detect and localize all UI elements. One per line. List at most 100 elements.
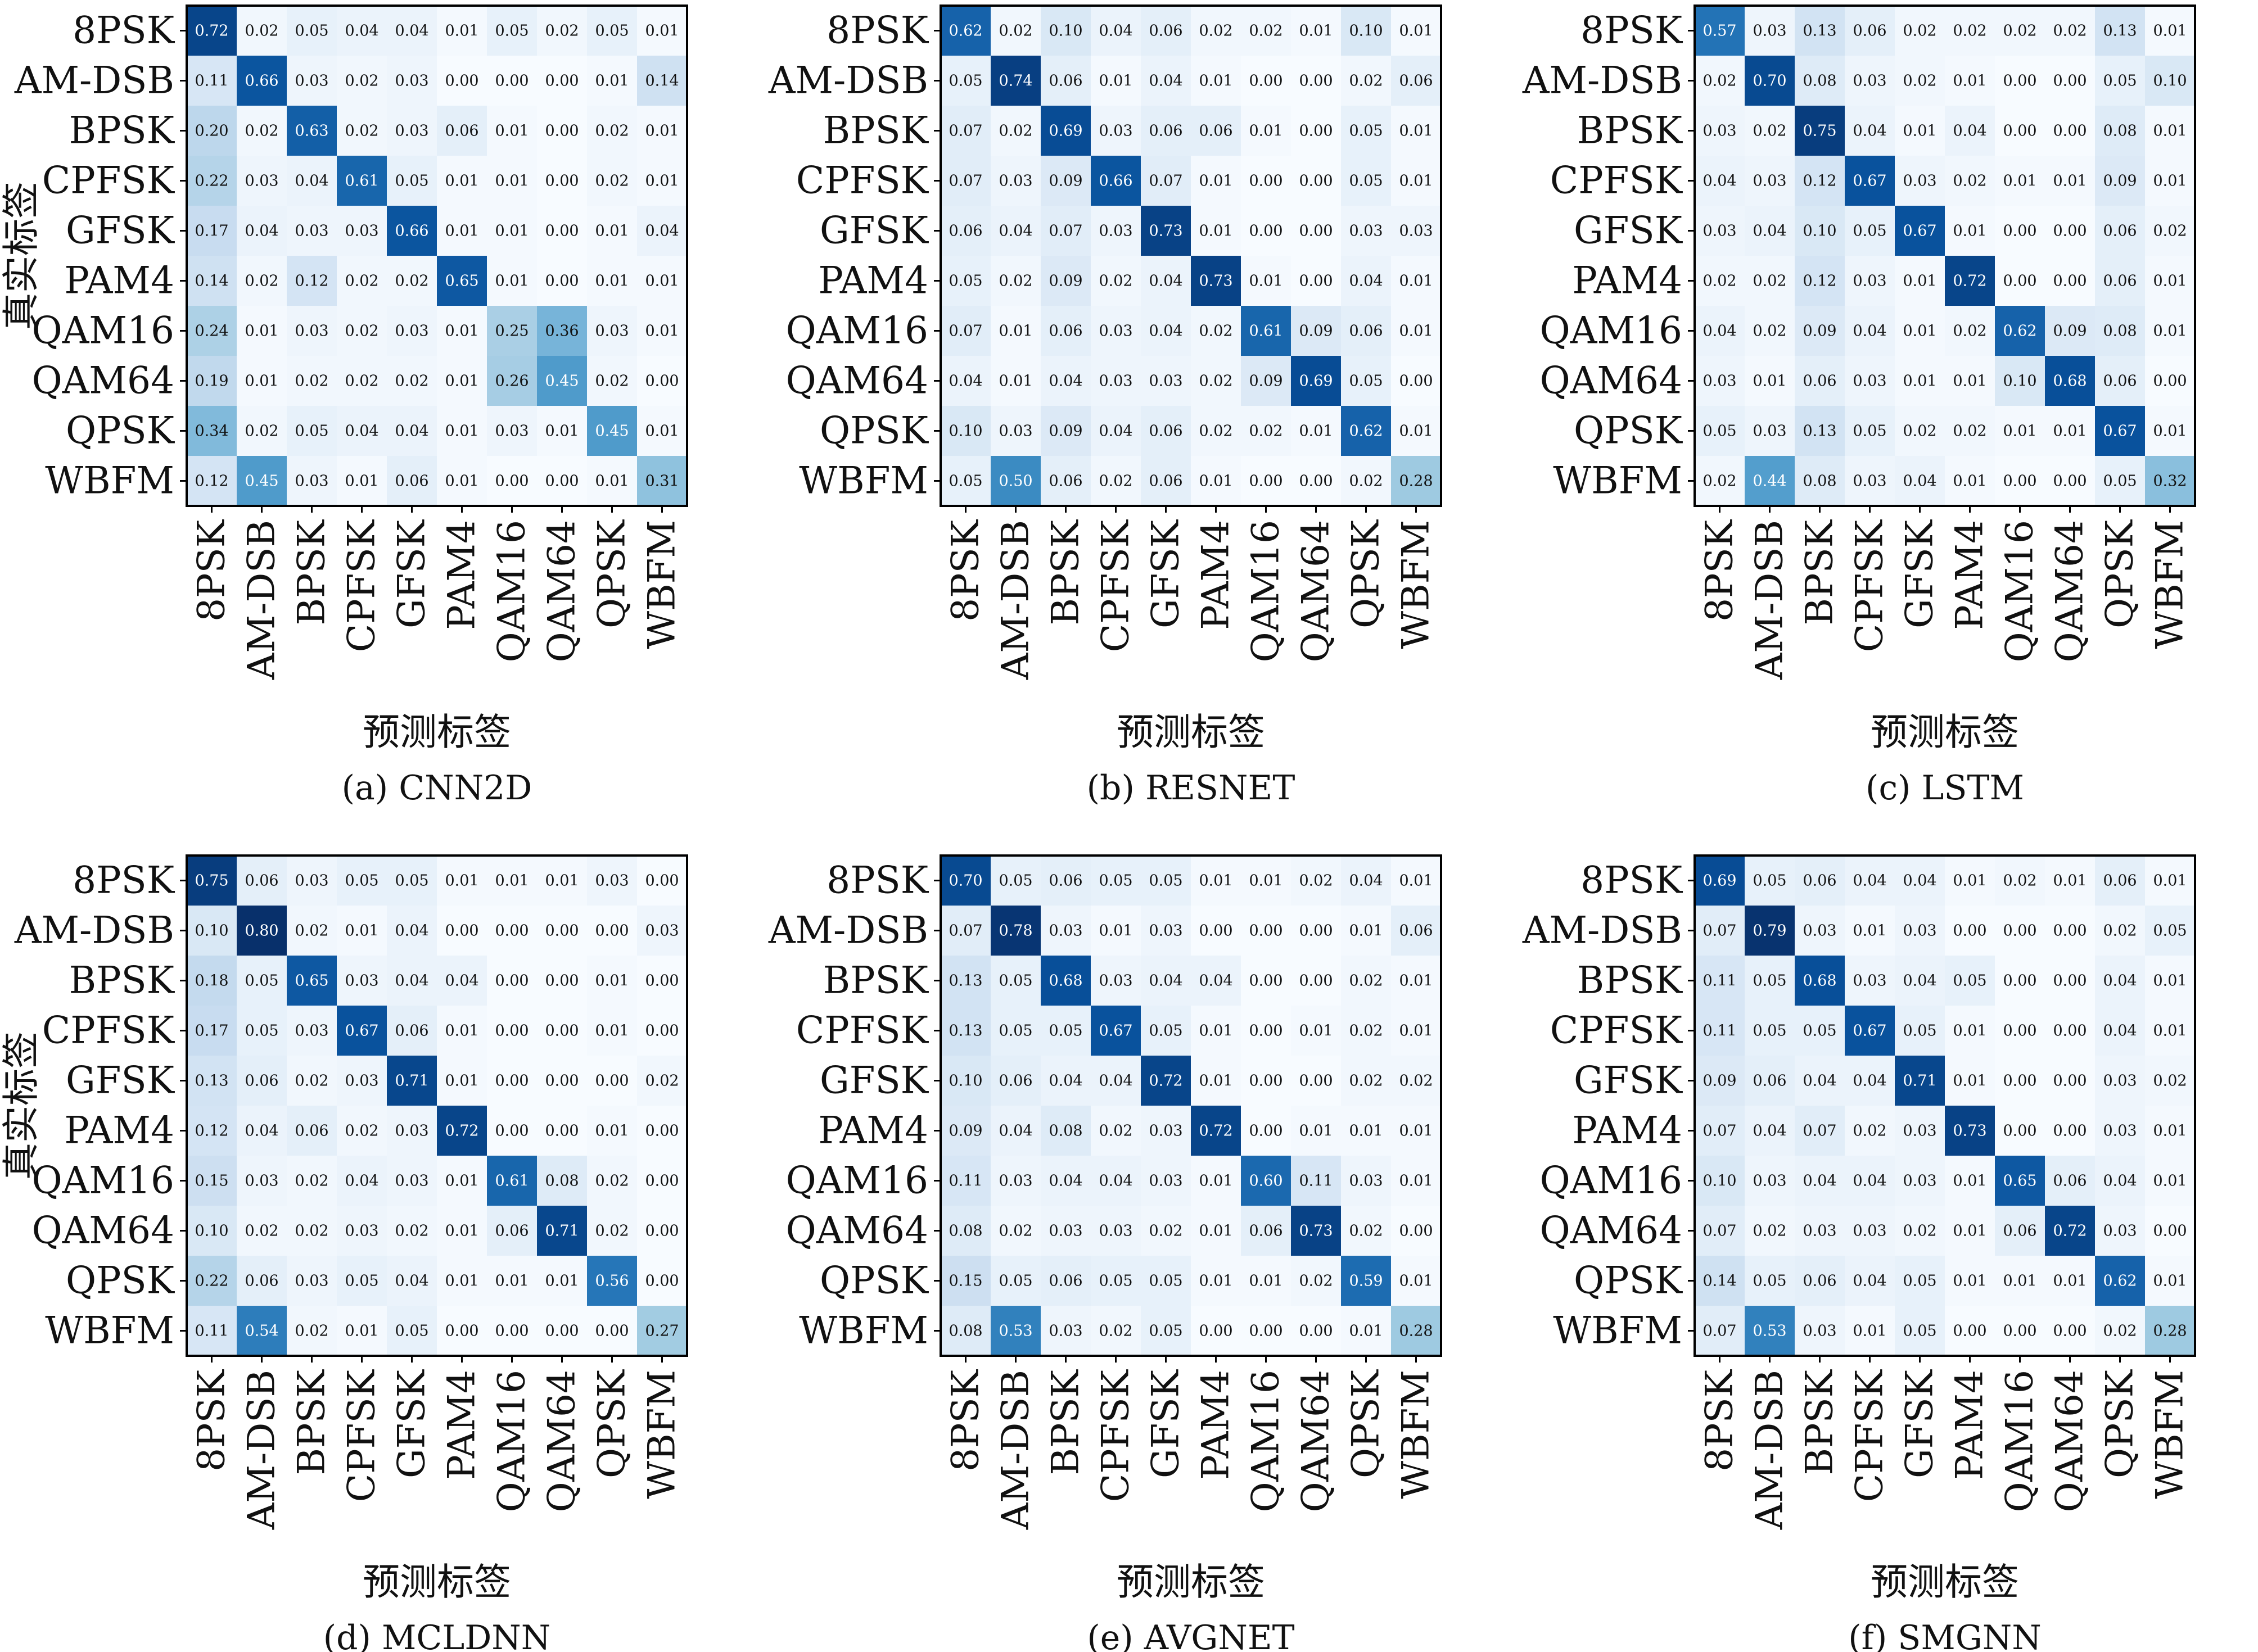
heatmap-cell <box>1241 306 1291 356</box>
y-tick-label: QPSK <box>820 409 929 452</box>
heatmap-cell <box>187 356 237 406</box>
cell-value-label: 0.01 <box>1953 373 1986 390</box>
cell-value-label: 0.00 <box>1399 1223 1433 1240</box>
heatmap-cell <box>1341 1056 1391 1106</box>
heatmap-cell <box>1291 206 1341 256</box>
cell-value-label: 0.70 <box>949 872 982 890</box>
cell-value-label: 0.01 <box>2053 872 2087 890</box>
cell-value-label: 0.02 <box>1903 1223 1936 1240</box>
heatmap-cell <box>1091 306 1141 356</box>
cell-value-label: 0.12 <box>195 1123 228 1140</box>
heatmap-cell <box>337 206 387 256</box>
heatmap-cell <box>637 156 687 206</box>
heatmap-cell <box>637 206 687 256</box>
heatmap-cell <box>1945 106 1995 156</box>
heatmap-cell <box>1795 306 1845 356</box>
heatmap-cell <box>187 856 237 906</box>
heatmap-cell <box>187 106 237 156</box>
cell-value-label: 0.04 <box>295 173 328 190</box>
heatmap-cell <box>1091 256 1141 306</box>
heatmap-cell <box>387 56 437 106</box>
heatmap-cell <box>1695 256 1745 306</box>
cell-value-label: 0.12 <box>295 273 328 290</box>
heatmap-cell <box>437 156 487 206</box>
matrix-frame <box>186 4 688 507</box>
heatmap-cell <box>1091 1306 1141 1356</box>
cell-value-label: 0.00 <box>595 1323 629 1340</box>
cell-value-label: 0.24 <box>195 323 228 340</box>
heatmap-cell <box>1895 106 1945 156</box>
heatmap-cell <box>1895 906 1945 956</box>
heatmap-cell <box>1141 106 1191 156</box>
heatmap-cell <box>1141 56 1191 106</box>
heatmap-cell <box>1745 1106 1795 1156</box>
heatmap-cell <box>1945 1306 1995 1356</box>
heatmap-cell <box>537 456 587 506</box>
cell-value-label: 0.00 <box>2003 1323 2036 1340</box>
cell-value-label: 0.03 <box>395 123 428 140</box>
x-tick-label: QPSK <box>590 1369 634 1478</box>
cell-value-label: 0.34 <box>195 423 228 440</box>
heatmap-cell <box>287 856 337 906</box>
cell-value-label: 0.02 <box>2053 22 2087 40</box>
cell-value-label: 0.03 <box>1753 423 1786 440</box>
cell-value-label: 0.01 <box>1953 473 1986 490</box>
heatmap-cell <box>2045 106 2095 156</box>
cell-value-label: 0.00 <box>645 1223 679 1240</box>
heatmap-cell <box>487 906 537 956</box>
heatmap-cell <box>1391 906 1441 956</box>
heatmap-cell <box>1845 156 1895 206</box>
cell-value-label: 0.03 <box>2103 1223 2137 1240</box>
heatmap-cell <box>2045 1056 2095 1106</box>
heatmap-cell <box>1745 156 1795 206</box>
heatmap-cell <box>1795 1006 1845 1056</box>
heatmap-cell <box>337 456 387 506</box>
cell-value-label: 0.04 <box>1753 1123 1786 1140</box>
cell-value-label: 0.72 <box>195 22 228 40</box>
cell-value-label: 0.65 <box>295 972 328 990</box>
cell-value-label: 0.04 <box>999 223 1032 240</box>
heatmap-cell <box>1341 1256 1391 1306</box>
cell-value-label: 0.45 <box>245 473 278 490</box>
cell-value-label: 0.02 <box>345 73 378 90</box>
heatmap-cell <box>2095 156 2145 206</box>
y-tick-label: CPFSK <box>1550 159 1683 202</box>
cell-value-label: 0.00 <box>495 1022 529 1040</box>
cell-value-label: 0.28 <box>2153 1323 2187 1340</box>
y-tick-label: GFSK <box>1574 209 1683 252</box>
cell-value-label: 0.04 <box>2103 1022 2137 1040</box>
cell-value-label: 0.01 <box>1199 1173 1232 1190</box>
heatmap-cell <box>1391 1206 1441 1256</box>
heatmap-cell <box>1695 1156 1745 1206</box>
x-tick-label: GFSK <box>1144 1369 1187 1478</box>
heatmap-cell <box>1091 1106 1141 1156</box>
cell-value-label: 0.03 <box>1149 373 1182 390</box>
cell-value-label: 0.13 <box>2103 22 2137 40</box>
y-tick-label: PAM4 <box>64 259 174 302</box>
heatmap-cell <box>1795 906 1845 956</box>
cell-value-label: 0.03 <box>245 1173 278 1190</box>
heatmap-cell <box>1795 1106 1845 1156</box>
heatmap-cell <box>1995 306 2045 356</box>
x-tick-label: QAM16 <box>1998 520 2042 662</box>
heatmap-cell <box>1745 56 1795 106</box>
cell-value-label: 0.00 <box>2153 1223 2187 1240</box>
cell-value-label: 0.01 <box>1953 1072 1986 1090</box>
heatmap-cell <box>437 1156 487 1206</box>
y-tick-label: PAM4 <box>64 1109 174 1152</box>
cell-value-label: 0.02 <box>2103 1323 2137 1340</box>
cell-value-label: 0.00 <box>2003 1123 2036 1140</box>
heatmap-cell <box>1745 306 1795 356</box>
cell-value-label: 0.02 <box>245 423 278 440</box>
cell-value-label: 0.10 <box>1349 22 1383 40</box>
cell-value-label: 0.11 <box>195 73 228 90</box>
cell-value-label: 0.02 <box>999 1223 1032 1240</box>
cell-value-label: 0.04 <box>1903 972 1936 990</box>
cell-value-label: 0.06 <box>2003 1223 2036 1240</box>
cell-value-label: 0.00 <box>2053 223 2087 240</box>
cell-value-label: 0.05 <box>1753 1273 1786 1290</box>
cell-value-label: 0.09 <box>1049 273 1082 290</box>
cell-value-label: 0.68 <box>2053 373 2087 390</box>
heatmap-cell <box>1091 1156 1141 1206</box>
x-tick-label: BPSK <box>1044 1369 1087 1475</box>
